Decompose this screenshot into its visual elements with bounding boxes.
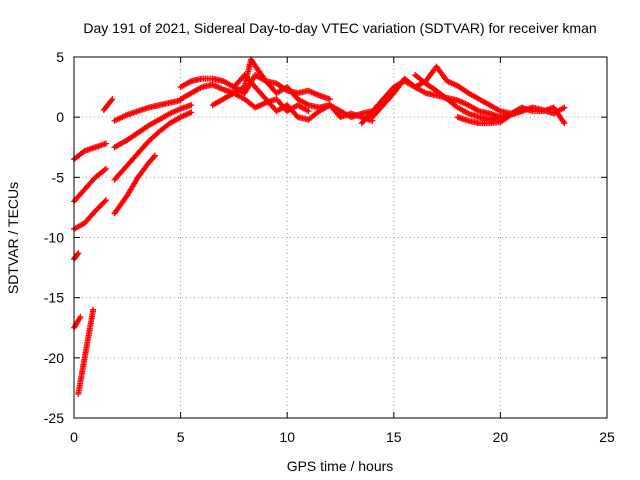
data-point bbox=[101, 198, 108, 205]
series-arc-q bbox=[369, 63, 525, 121]
y-axis-label: SDTVAR / TECUs bbox=[5, 182, 21, 294]
y-tick-label: -15 bbox=[44, 290, 64, 306]
data-point bbox=[77, 313, 84, 320]
series-arc-i bbox=[111, 102, 195, 151]
y-tick-label: 5 bbox=[56, 49, 64, 65]
data-point bbox=[188, 102, 195, 109]
y-tick-label: -5 bbox=[52, 169, 65, 185]
data-point bbox=[188, 109, 195, 116]
series-arc-l bbox=[177, 81, 312, 115]
series-arc-j bbox=[111, 109, 195, 183]
data-point bbox=[150, 153, 157, 160]
series-arc-a bbox=[71, 140, 109, 163]
series-arc-b bbox=[71, 165, 109, 205]
x-tick-label: 15 bbox=[386, 429, 402, 445]
y-tick-label: -20 bbox=[44, 350, 64, 366]
x-tick-labels: 0 5 10 15 20 25 bbox=[70, 429, 615, 445]
data-point bbox=[152, 152, 159, 159]
chart-title: Day 191 of 2021, Sidereal Day-to-day VTE… bbox=[83, 20, 596, 36]
data-point bbox=[561, 104, 568, 111]
data-point bbox=[102, 140, 109, 147]
data-point bbox=[305, 108, 312, 115]
data-point bbox=[102, 165, 109, 172]
data-point bbox=[75, 250, 82, 257]
tick-marks bbox=[73, 56, 608, 419]
series-arc-s bbox=[454, 104, 568, 127]
series-arc-k bbox=[111, 152, 159, 217]
series-arc-c bbox=[71, 197, 109, 233]
x-tick-label: 25 bbox=[599, 429, 615, 445]
series-arc-f bbox=[75, 306, 97, 397]
series-arc-e bbox=[71, 313, 84, 331]
data-point bbox=[326, 96, 333, 103]
data-point bbox=[561, 120, 568, 127]
y-tick-label: -25 bbox=[44, 410, 64, 426]
y-tick-labels: -25 -20 -15 -10 -5 0 5 bbox=[44, 49, 64, 426]
series-arc-g bbox=[100, 96, 116, 113]
data-point bbox=[102, 197, 109, 204]
x-tick-label: 10 bbox=[279, 429, 295, 445]
x-tick-label: 5 bbox=[177, 429, 185, 445]
x-tick-label: 0 bbox=[70, 429, 78, 445]
data-point bbox=[109, 96, 116, 103]
y-tick-label: 0 bbox=[56, 109, 64, 125]
data-point bbox=[101, 166, 108, 173]
series-arc-n bbox=[209, 56, 376, 121]
data-point bbox=[90, 306, 97, 313]
series-arc-r bbox=[412, 72, 568, 127]
data-points bbox=[71, 56, 568, 397]
y-tick-label: -10 bbox=[44, 230, 64, 246]
x-tick-label: 20 bbox=[493, 429, 509, 445]
x-axis-label: GPS time / hours bbox=[287, 458, 394, 474]
data-point bbox=[74, 251, 81, 258]
series-arc-d bbox=[71, 250, 82, 263]
series-arc-h bbox=[111, 97, 184, 124]
